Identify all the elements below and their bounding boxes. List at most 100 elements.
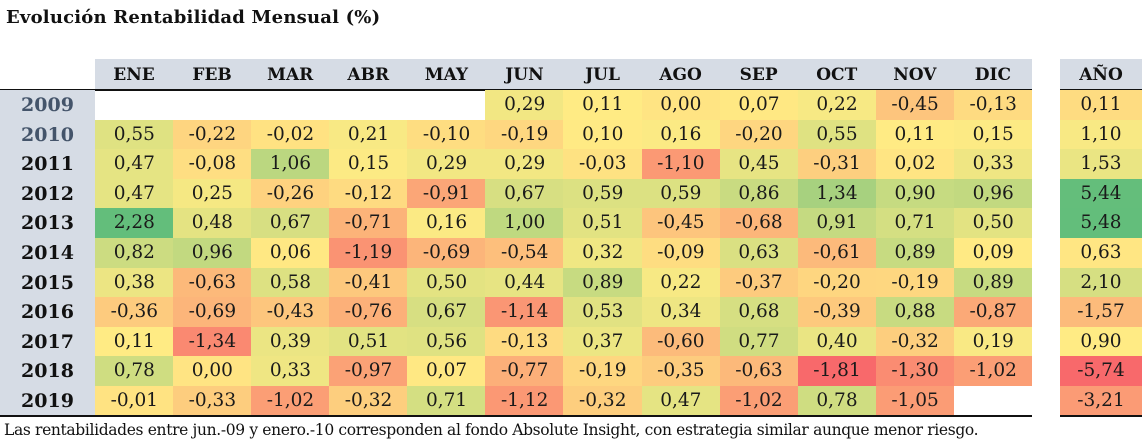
heatmap-cell: 0,33 [953, 149, 1033, 179]
heatmap-cell: 0,48 [173, 208, 252, 238]
heatmap-cell: 0,22 [797, 90, 877, 120]
bottom-border-annual [1060, 415, 1142, 417]
heatmap-cell: -0,19 [563, 356, 643, 386]
heatmap-cell: 0,25 [173, 178, 252, 209]
row-label-2015: 2015 [21, 271, 74, 294]
heatmap-cell: 2,28 [95, 208, 174, 238]
heatmap-cell: -0,01 [95, 386, 174, 416]
heatmap-cell: 0,40 [797, 326, 877, 357]
heatmap-cell: -0,32 [329, 386, 408, 416]
heatmap-cell: -0,08 [173, 149, 252, 179]
heatmap-cell: 0,68 [719, 297, 799, 327]
annual-cell: 1,10 [1060, 119, 1142, 150]
heatmap-cell: -0,32 [875, 326, 955, 357]
heatmap-cell: 0,19 [953, 326, 1033, 357]
heatmap-cell: 0,50 [407, 267, 486, 298]
heatmap-cell: 0,16 [641, 119, 721, 150]
row-label-2012: 2012 [21, 182, 74, 205]
bottom-border [0, 415, 1032, 417]
annual-cell: -5,74 [1060, 356, 1142, 386]
heatmap-cell: -0,39 [797, 297, 877, 327]
row-label-2010: 2010 [21, 123, 74, 146]
heatmap-cell: 0,29 [407, 149, 486, 179]
heatmap-cell: -0,68 [719, 208, 799, 238]
column-header-mar: MAR [267, 65, 314, 85]
heatmap-cell: 0,71 [875, 208, 955, 238]
header-divider-annual [1060, 89, 1142, 91]
heatmap-cell: -0,22 [173, 119, 252, 150]
heatmap-cell: -0,13 [953, 90, 1033, 120]
annual-cell: 0,90 [1060, 326, 1142, 357]
heatmap-cell: 0,88 [875, 297, 955, 327]
heatmap-cell: 0,51 [563, 208, 643, 238]
heatmap-cell: 0,02 [875, 149, 955, 179]
heatmap-cell: -0,12 [329, 178, 408, 209]
heatmap-cell: 0,10 [563, 119, 643, 150]
heatmap-cell: 0,47 [641, 386, 721, 416]
heatmap-cell: 0,55 [95, 119, 174, 150]
heatmap-cell: 0,58 [251, 267, 330, 298]
heatmap-cell: 0,11 [95, 326, 174, 357]
row-label-2014: 2014 [21, 242, 74, 264]
heatmap-cell: 0,86 [719, 178, 799, 209]
heatmap-cell: 0,91 [797, 208, 877, 238]
heatmap-cell: 0,00 [173, 356, 252, 386]
heatmap-cell: -0,41 [329, 267, 408, 298]
heatmap-cell: 0,53 [563, 297, 643, 327]
annual-cell: 0,11 [1060, 90, 1142, 120]
heatmap-cell: -0,63 [719, 356, 799, 386]
heatmap-cell: -0,54 [485, 238, 564, 268]
heatmap-cell: -0,20 [797, 267, 877, 298]
heatmap-cell: 0,89 [875, 238, 955, 268]
row-label-2016: 2016 [21, 301, 74, 324]
heatmap-cell: 0,90 [875, 178, 955, 209]
heatmap-cell: -0,61 [797, 238, 877, 268]
month-header-band [95, 59, 1032, 89]
heatmap-cell: 0,47 [95, 178, 174, 209]
heatmap-cell: -0,19 [485, 119, 564, 150]
heatmap-cell: 0,51 [329, 326, 408, 357]
heatmap-cell: 0,11 [875, 119, 955, 150]
column-header-dic: DIC [974, 65, 1012, 85]
heatmap-cell: 0,37 [563, 326, 643, 357]
heatmap-cell: 0,96 [173, 238, 252, 268]
row-label-2011: 2011 [21, 153, 74, 176]
heatmap-cell: 0,34 [641, 297, 721, 327]
row-label-2019: 2019 [21, 390, 74, 412]
heatmap-cell: -0,77 [485, 356, 564, 386]
heatmap-cell: 0,21 [329, 119, 408, 150]
heatmap-cell: 0,59 [641, 178, 721, 209]
heatmap-cell: -0,69 [407, 238, 486, 268]
heatmap-cell: 0,45 [719, 149, 799, 179]
heatmap-cell: -0,60 [641, 326, 721, 357]
heatmap-cell: -0,87 [953, 297, 1033, 327]
heatmap-cell: 0,78 [95, 356, 174, 386]
heatmap-cell: -0,36 [95, 297, 174, 327]
heatmap-cell: -1,19 [329, 238, 408, 268]
annual-cell: -1,57 [1060, 297, 1142, 327]
column-header-feb: FEB [192, 65, 232, 85]
annual-cell: 2,10 [1060, 267, 1142, 298]
header-divider [0, 89, 1032, 91]
heatmap-cell: -1,14 [485, 297, 564, 327]
footnote: Las rentabilidades entre jun.-09 y enero… [4, 421, 979, 439]
column-header-jun: JUN [505, 65, 544, 85]
heatmap-cell: 0,11 [563, 90, 643, 120]
heatmap-cell: -0,63 [173, 267, 252, 298]
heatmap-cell: 0,59 [563, 178, 643, 209]
column-header-abr: ABR [347, 65, 390, 85]
heatmap-cell: 0,29 [485, 90, 564, 120]
heatmap-cell: -0,02 [251, 119, 330, 150]
heatmap-cell: -0,69 [173, 297, 252, 327]
heatmap-cell: -0,37 [719, 267, 799, 298]
column-header-ene: ENE [113, 65, 155, 85]
heatmap-cell: -0,43 [251, 297, 330, 327]
heatmap-cell: 0,15 [329, 149, 408, 179]
page-title: Evolución Rentabilidad Mensual (%) [6, 7, 381, 28]
heatmap-cell: -1,10 [641, 149, 721, 179]
heatmap-cell: -0,03 [563, 149, 643, 179]
heatmap-cell: 0,32 [563, 238, 643, 268]
heatmap-cell: 0,71 [407, 386, 486, 416]
column-header-may: MAY [424, 65, 468, 85]
heatmap-cell: 0,22 [641, 267, 721, 298]
